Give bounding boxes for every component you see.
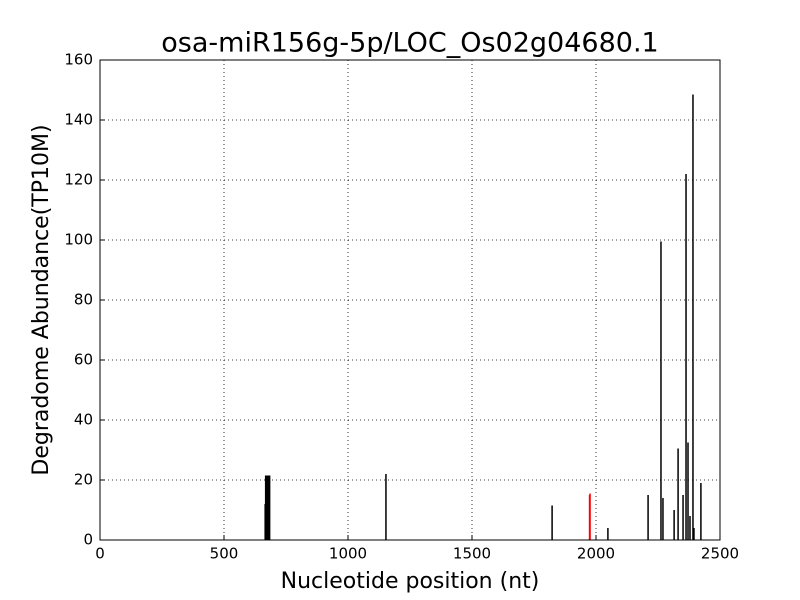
- y-axis-label: Degradome Abundance(TP10M): [29, 124, 54, 475]
- plot-frame: [99, 59, 721, 541]
- x-axis-label: Nucleotide position (nt): [281, 569, 540, 594]
- y-tick-label: 80: [74, 291, 93, 309]
- y-tick-label: 140: [64, 111, 93, 129]
- y-tick-label: 40: [74, 411, 93, 429]
- x-tick-label: 2500: [701, 545, 739, 563]
- x-tick-label: 0: [95, 545, 105, 563]
- y-tick-label: 20: [74, 471, 93, 489]
- x-tick-label: 2000: [577, 545, 615, 563]
- x-tick-label: 1000: [329, 545, 367, 563]
- y-tick-label: 100: [64, 231, 93, 249]
- y-tick-label: 0: [83, 531, 93, 549]
- chart-title: osa-miR156g-5p/LOC_Os02g04680.1: [161, 28, 658, 59]
- x-tick-label: 500: [210, 545, 239, 563]
- x-tick-label: 1500: [453, 545, 491, 563]
- plot-area: 0 20 40 60 80 100 120 140 160 0 500 1000 1500 2000 250…: [64, 51, 739, 563]
- y-tick-label: 60: [74, 351, 93, 369]
- y-tick-label: 160: [64, 51, 93, 69]
- y-tick-label: 120: [64, 171, 93, 189]
